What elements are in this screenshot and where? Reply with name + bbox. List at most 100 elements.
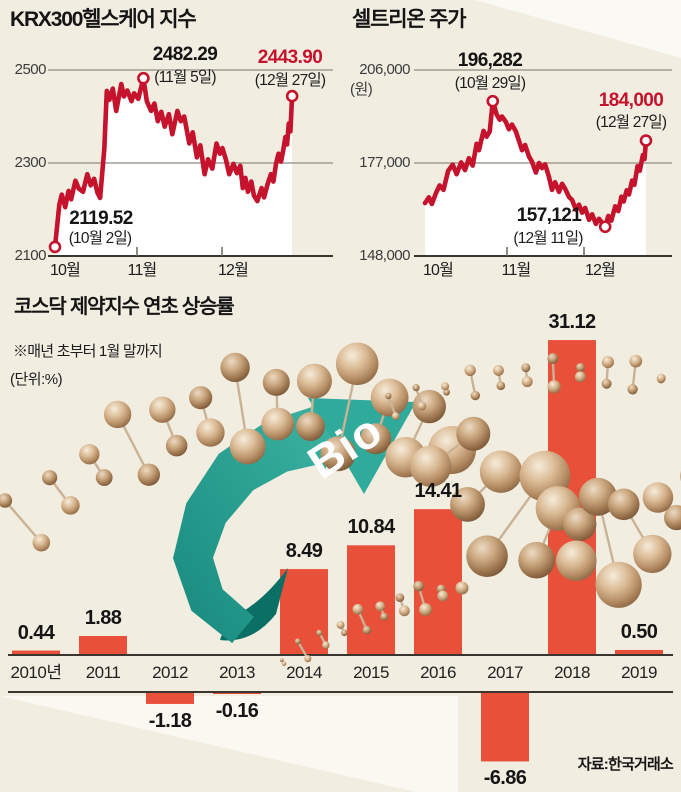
dna-sphere — [440, 382, 450, 391]
bar-value-label: -0.16 — [215, 700, 259, 723]
dna-sphere — [304, 655, 312, 663]
dna-sphere — [466, 535, 508, 577]
dna-sphere — [229, 428, 266, 465]
y-tick-label: 2500 — [14, 61, 47, 78]
marker-dot — [48, 240, 62, 254]
marker-dot — [486, 94, 500, 108]
dna-sphere — [189, 386, 213, 410]
year-label: 2017 — [487, 663, 523, 682]
month-tick-label: 11월 — [127, 262, 158, 279]
dna-sphere — [518, 541, 555, 579]
year-label: 2011 — [85, 663, 121, 682]
bar — [12, 650, 60, 655]
bar — [280, 569, 328, 655]
bar — [481, 692, 529, 762]
dna-sphere — [450, 487, 485, 522]
celltrion-peak-value: 196,282 — [457, 50, 523, 71]
krx-start-value: 2119.52 — [69, 208, 133, 229]
bar-value-label: 8.49 — [285, 540, 323, 563]
bar — [347, 545, 395, 655]
dna-sphere — [196, 418, 225, 447]
background-wedge — [475, 0, 681, 58]
month-tick-label: 11월 — [501, 262, 532, 279]
celltrion-low-date: (12월 11일) — [513, 230, 583, 247]
dna-sphere — [642, 482, 674, 513]
dna-sphere — [547, 380, 561, 394]
dna-sphere — [493, 365, 504, 376]
y-tick-label: 206,000 — [359, 61, 410, 78]
bar-value-label: 14.41 — [414, 480, 462, 503]
dna-sphere — [419, 603, 432, 616]
dna-sphere — [352, 604, 364, 615]
dna-sphere — [385, 392, 392, 400]
dna-sphere — [417, 401, 427, 411]
price-line — [422, 98, 649, 229]
dna-sphere — [61, 496, 80, 515]
background-wedge — [0, 696, 458, 792]
source-label: 자료:한국거래소 — [577, 756, 674, 773]
y-tick-label: 177,000 — [359, 154, 410, 171]
kosdaq-note: ※매년 초부터 1월 말까지 — [13, 343, 163, 360]
dna-sphere — [320, 436, 356, 472]
krx-peak-date: (11월 5일) — [154, 69, 216, 86]
dna-sphere — [412, 384, 420, 392]
dna-sphere — [0, 493, 13, 508]
dna-sphere — [479, 450, 523, 493]
dna-rung — [4, 499, 43, 544]
dna-sphere — [336, 620, 345, 629]
dna-sphere — [663, 504, 681, 531]
dna-sphere — [316, 629, 323, 636]
dna-sphere — [220, 352, 250, 383]
year-label: 2014 — [286, 663, 322, 682]
dna-sphere — [601, 356, 615, 369]
dna-sphere — [413, 580, 424, 592]
dna-helix — [0, 342, 476, 552]
dna-sphere — [294, 638, 301, 645]
dna-sphere — [32, 533, 51, 552]
dna-sphere — [103, 400, 132, 429]
dna-sphere — [391, 412, 400, 420]
dna-helix — [385, 353, 666, 420]
celltrion-title: 셀트리온 주가 — [352, 8, 467, 31]
dna-sphere — [595, 561, 642, 608]
price-line — [52, 75, 295, 250]
year-label: 2015 — [353, 663, 389, 682]
dna-sphere — [521, 363, 531, 373]
krx-start-date: (10월 2일) — [68, 230, 132, 247]
dna-sphere — [456, 416, 491, 451]
dna-sphere — [360, 423, 392, 455]
dna-sphere — [335, 342, 379, 386]
dna-sphere — [555, 540, 597, 582]
krx-peak-value: 2482.29 — [152, 44, 218, 65]
dna-sphere — [149, 396, 176, 423]
bar-value-label: 31.12 — [548, 311, 596, 334]
dna-sphere — [362, 625, 372, 635]
dna-sphere — [633, 534, 672, 574]
marker-dot — [285, 89, 299, 103]
dna-sphere — [296, 412, 325, 441]
dna-sphere — [281, 661, 287, 666]
dna-sphere — [398, 605, 410, 617]
dna-sphere — [601, 378, 612, 389]
bio-arrow-band — [173, 407, 341, 644]
year-label: 2013 — [219, 663, 255, 682]
dna-sphere — [521, 376, 533, 388]
dna-sphere — [576, 363, 585, 372]
dna-sphere — [395, 593, 405, 603]
year-label: 2010년 — [10, 663, 62, 682]
marker-dot — [137, 71, 150, 85]
dna-sphere — [296, 363, 332, 399]
dna-sphere — [322, 641, 330, 649]
month-tick-label: 12월 — [217, 262, 249, 279]
dna-helix — [280, 580, 469, 666]
celltrion-peak-date: (10월 29일) — [454, 75, 526, 92]
marker-dot — [598, 220, 612, 234]
month-tick-label: 10월 — [422, 262, 454, 279]
dna-sphere — [137, 463, 161, 486]
year-label: 2018 — [554, 663, 590, 682]
dna-sphere — [380, 612, 389, 621]
bar-value-label: -1.18 — [148, 710, 192, 733]
month-tick-label: 12월 — [584, 262, 616, 279]
